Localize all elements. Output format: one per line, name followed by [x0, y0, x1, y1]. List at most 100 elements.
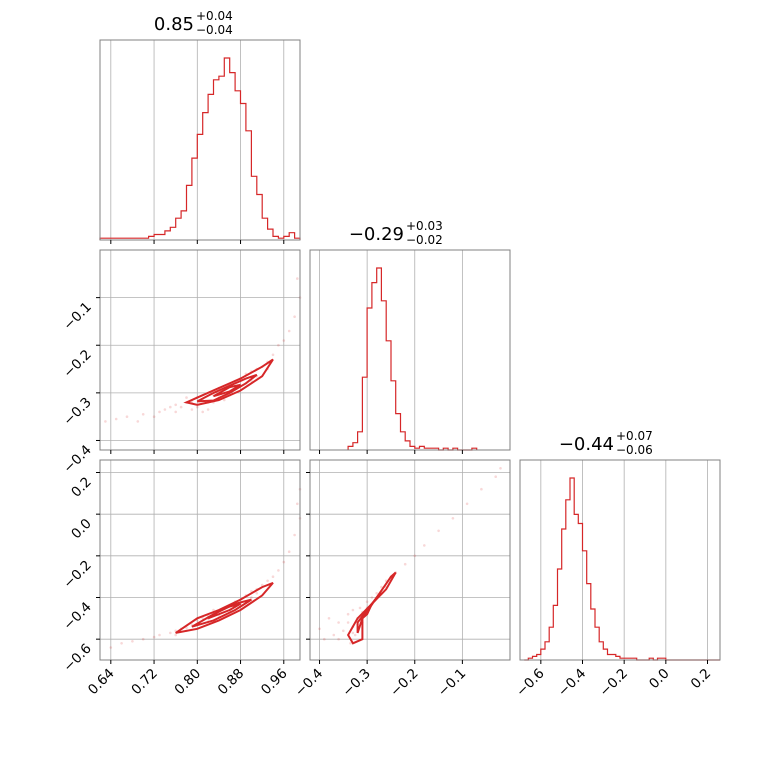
scatter-panel-p0-p2: [99, 459, 301, 661]
scatter-point: [437, 529, 440, 533]
y-tick-label: −0.6: [60, 641, 94, 675]
scatter-point: [141, 413, 145, 416]
scatter-point: [423, 544, 426, 547]
scatter-point: [353, 633, 357, 637]
title-upper-p0: +0.04: [196, 9, 233, 23]
scatter-point: [296, 502, 299, 506]
scatter-point: [190, 408, 194, 411]
x-tick-label: −0.2: [597, 666, 631, 700]
scatter-point: [318, 627, 321, 631]
scatter-panel-p0-p1: [99, 249, 301, 451]
scatter-point: [206, 408, 210, 411]
scatter-point: [282, 560, 286, 564]
title-median-p2: −0.44: [559, 434, 614, 455]
scatter-point: [179, 405, 183, 409]
scatter-point: [465, 502, 469, 506]
scatter-point: [277, 343, 280, 347]
title-upper-p1: +0.03: [406, 219, 443, 233]
scatter-point: [365, 600, 369, 603]
scatter-panel-p1-p2: [309, 459, 511, 661]
scatter-point: [337, 637, 340, 641]
y-tick-label: −0.1: [60, 299, 94, 333]
scatter-point: [332, 633, 336, 637]
contour-level-1: [346, 571, 397, 645]
scatter-point: [494, 475, 498, 479]
y-tick-label: 0.0: [68, 516, 95, 543]
scatter-point: [125, 415, 129, 419]
scatter-point: [293, 533, 296, 537]
scatter-point: [104, 420, 107, 423]
scatter-point: [323, 637, 326, 641]
scatter-point: [351, 608, 355, 612]
scatter-point: [293, 315, 296, 319]
contour-level-2: [356, 592, 383, 634]
scatter-point: [499, 467, 502, 470]
title-upper-p2: +0.07: [616, 429, 653, 443]
x-tick-label: −0.4: [292, 666, 326, 700]
scatter-point: [174, 410, 177, 414]
scatter-point: [349, 642, 352, 645]
scatter-point: [266, 579, 269, 583]
title-lower-p1: −0.02: [406, 233, 443, 247]
histogram-panel-p1: [309, 249, 511, 451]
scatter-point: [174, 633, 177, 637]
x-tick-label: 0.64: [85, 666, 118, 699]
scatter-point: [196, 405, 199, 409]
scatter-point: [212, 608, 215, 612]
scatter-point: [201, 410, 204, 414]
scatter-point: [480, 487, 483, 491]
scatter-point: [346, 621, 350, 624]
scatter-point: [163, 408, 167, 411]
histogram-panel-p2: [519, 459, 721, 661]
contour-level-1: [183, 358, 274, 406]
scatter-point: [255, 592, 259, 595]
scatter-point: [413, 554, 417, 558]
scatter-point: [223, 398, 226, 402]
title-median-p1: −0.29: [349, 224, 404, 245]
scatter-point: [358, 606, 362, 610]
x-tick-label: 0.2: [688, 666, 715, 693]
scatter-point: [169, 405, 172, 409]
scatter-point: [185, 396, 188, 399]
y-tick-label: −0.4: [60, 442, 94, 476]
scatter-point: [277, 569, 280, 572]
scatter-point: [271, 575, 275, 578]
scatter-point: [152, 635, 156, 639]
scatter-point: [114, 417, 118, 421]
scatter-point: [174, 403, 177, 407]
contour-level-3: [213, 383, 242, 398]
scatter-point: [451, 517, 455, 520]
scatter-point: [250, 596, 253, 599]
scatter-point: [327, 617, 331, 620]
x-tick-label: 0.0: [646, 666, 673, 693]
scatter-point: [152, 415, 156, 419]
scatter-point: [296, 277, 299, 280]
scatter-point: [169, 631, 172, 635]
scatter-point: [287, 329, 291, 333]
histogram-p0: [99, 57, 301, 240]
x-tick-label: 0.88: [215, 666, 248, 699]
title-lower-p2: −0.06: [616, 443, 653, 457]
scatter-point: [337, 621, 340, 624]
contour-level-3: [207, 602, 241, 620]
scatter-point: [158, 633, 161, 637]
scatter-point: [260, 583, 264, 587]
scatter-point: [346, 612, 350, 616]
scatter-point: [380, 585, 383, 589]
scatter-point: [370, 596, 374, 599]
title-lower-p0: −0.04: [196, 23, 233, 37]
scatter-point: [287, 550, 291, 553]
x-tick-label: −0.2: [387, 666, 421, 700]
scatter-point: [282, 339, 286, 342]
scatter-point: [158, 410, 161, 414]
x-tick-label: −0.6: [513, 666, 547, 700]
x-tick-label: 0.72: [128, 666, 161, 699]
scatter-point: [342, 629, 345, 633]
y-tick-label: −0.2: [60, 347, 94, 381]
x-tick-label: −0.4: [555, 666, 589, 700]
histogram-p1: [347, 267, 478, 451]
scatter-point: [136, 420, 140, 423]
scatter-point: [351, 631, 355, 635]
contour-level-3: [361, 603, 373, 620]
